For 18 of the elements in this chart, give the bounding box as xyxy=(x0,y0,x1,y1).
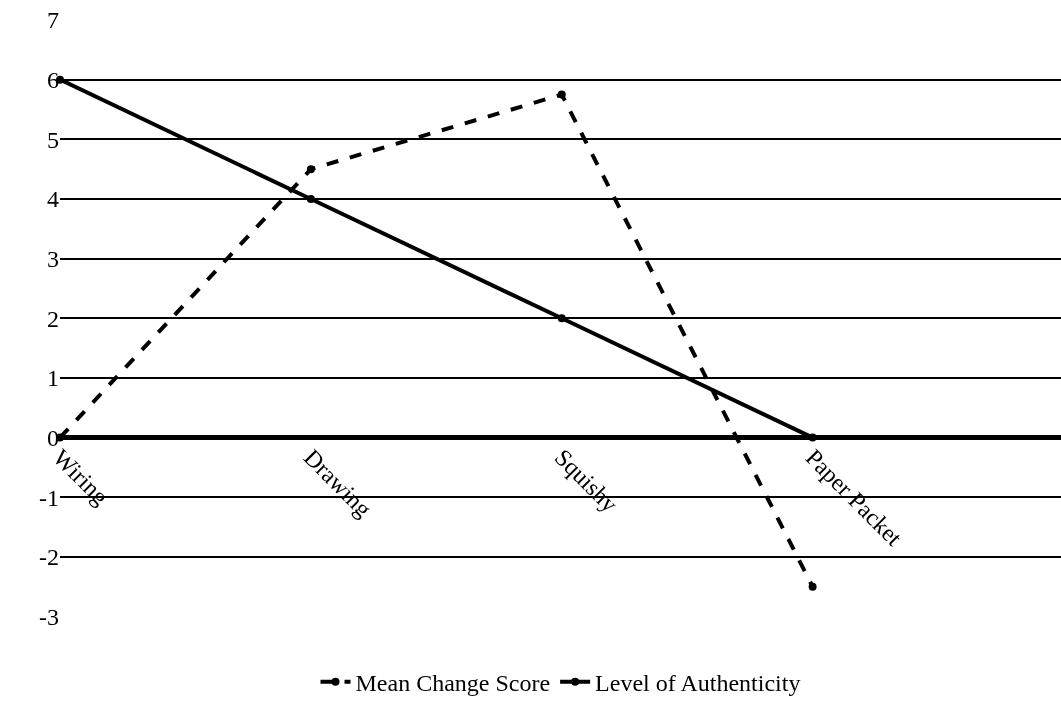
legend-label: Mean Change Score xyxy=(355,670,551,697)
point xyxy=(306,165,315,174)
point xyxy=(557,90,566,99)
y-tick-label: -1 xyxy=(39,484,59,511)
point xyxy=(808,582,817,591)
y-tick-label: 1 xyxy=(47,365,59,392)
point xyxy=(306,194,315,203)
y-tick-label: 3 xyxy=(47,246,59,273)
point xyxy=(557,314,566,323)
y-tick-label: 6 xyxy=(47,67,59,94)
y-tick-label: -2 xyxy=(39,544,59,571)
y-tick-label: 7 xyxy=(47,7,59,34)
y-tick-label: 5 xyxy=(47,126,59,153)
point xyxy=(808,433,817,442)
y-tick-label: 2 xyxy=(47,305,59,332)
y-tick-label: 4 xyxy=(47,186,59,213)
legend-label: Level of Authenticity xyxy=(595,670,801,697)
y-tick-label: -3 xyxy=(39,603,59,630)
